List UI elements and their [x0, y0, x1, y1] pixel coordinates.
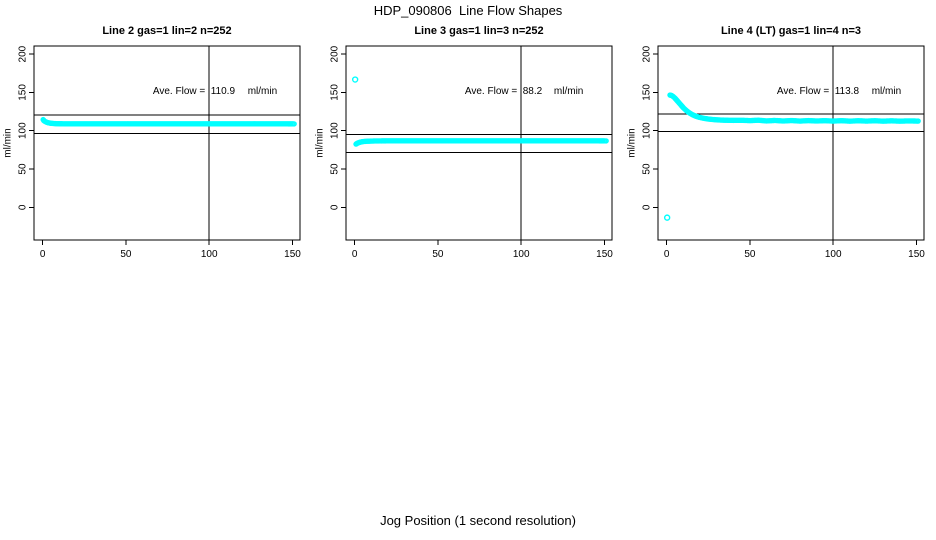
svg-text:0: 0: [40, 249, 46, 260]
plot-area-line-3: 0 50 100 150 0 50 100 150 200 Ave. Flow = 88.2 ml/m…: [330, 45, 614, 260]
reference-hlines: [34, 114, 300, 134]
svg-text:50: 50: [120, 249, 132, 260]
svg-text:0: 0: [330, 204, 341, 210]
svg-text:50: 50: [18, 163, 29, 175]
svg-text:0: 0: [664, 249, 670, 260]
ave-flow-unit: ml/min: [554, 86, 583, 97]
x-axis-ticks: 0 50 100 150: [40, 240, 301, 260]
panel-line-3: Line 3 gas=1 lin=3 n=252 ml/min 0 50 100 15…: [312, 20, 624, 295]
data-markers: [663, 92, 921, 221]
svg-text:50: 50: [432, 249, 444, 260]
reference-hlines: [346, 134, 612, 153]
svg-text:200: 200: [642, 45, 653, 62]
svg-text:100: 100: [330, 122, 341, 139]
svg-text:0: 0: [352, 249, 358, 260]
y-axis-ticks: 0 50 100 150 200: [642, 45, 658, 210]
svg-text:50: 50: [330, 163, 341, 175]
ave-flow-value: 113.8: [835, 86, 860, 97]
x-axis-label: Jog Position (1 second resolution): [380, 513, 576, 528]
panel-line-2: Line 2 gas=1 lin=2 n=252 ml/min 0 50 100 15…: [0, 20, 312, 295]
ave-flow-label: Ave. Flow =: [153, 86, 205, 97]
svg-text:150: 150: [330, 84, 341, 101]
svg-text:200: 200: [330, 45, 341, 62]
svg-text:150: 150: [18, 84, 29, 101]
data-markers: [40, 116, 297, 127]
svg-text:200: 200: [18, 45, 29, 62]
svg-text:0: 0: [642, 204, 653, 210]
plot-area-line-4: 0 50 100 150 0 50 100 150 200 Ave. Flow = 113.8 ml/…: [642, 45, 926, 260]
y-axis-ticks: 0 50 100 150 200: [330, 45, 346, 210]
panel-title-line-4: Line 4 (LT) gas=1 lin=4 n=3: [720, 25, 862, 37]
y-axis-ticks: 0 50 100 150 200: [18, 45, 34, 210]
svg-text:150: 150: [642, 84, 653, 101]
ave-flow-value: 110.9: [211, 86, 236, 97]
x-axis-ticks: 0 50 100 150: [352, 240, 613, 260]
svg-text:50: 50: [744, 249, 756, 260]
svg-text:50: 50: [642, 163, 653, 175]
svg-text:100: 100: [201, 249, 218, 260]
x-axis-ticks: 0 50 100 150: [664, 240, 925, 260]
ave-flow-annotation: Ave. Flow = 88.2 ml/min: [465, 86, 583, 97]
data-markers: [351, 76, 609, 147]
plot-area-line-2: 0 50 100 150 0 50 100 150 200 Ave. Flow = 110.9 ml/…: [18, 45, 302, 260]
panel-line-4: Line 4 (LT) gas=1 lin=4 n=3 ml/min 0 50 10…: [624, 20, 936, 295]
svg-text:150: 150: [284, 249, 301, 260]
figure-title: HDP_090806 Line Flow Shapes: [373, 3, 563, 18]
ave-flow-label: Ave. Flow =: [777, 86, 829, 97]
ave-flow-unit: ml/min: [872, 86, 901, 97]
svg-text:150: 150: [908, 249, 925, 260]
svg-text:100: 100: [513, 249, 530, 260]
svg-text:0: 0: [18, 204, 29, 210]
ave-flow-label: Ave. Flow =: [465, 86, 517, 97]
ave-flow-value: 88.2: [523, 86, 543, 97]
ave-flow-unit: ml/min: [248, 86, 277, 97]
reference-hlines: [658, 113, 924, 133]
svg-text:100: 100: [825, 249, 842, 260]
plot-box: [657, 45, 925, 241]
ave-flow-annotation: Ave. Flow = 110.9 ml/min: [153, 86, 277, 97]
plot-box: [345, 45, 613, 241]
plot-box: [33, 45, 301, 241]
panel-title-line-3: Line 3 gas=1 lin=3 n=252: [414, 25, 544, 37]
panel-title-line-2: Line 2 gas=1 lin=2 n=252: [102, 25, 232, 37]
svg-text:150: 150: [596, 249, 613, 260]
svg-text:100: 100: [18, 122, 29, 139]
ave-flow-annotation: Ave. Flow = 113.8 ml/min: [777, 86, 901, 97]
svg-text:100: 100: [642, 122, 653, 139]
